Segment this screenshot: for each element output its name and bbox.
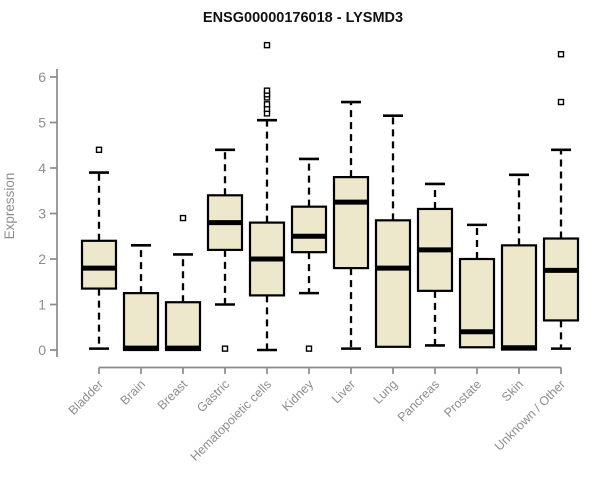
box-skin: [500, 244, 538, 351]
box-bladder: [80, 239, 118, 290]
x-tick-label-lung: Lung: [371, 377, 401, 407]
outlier-kidney-0: [305, 345, 313, 352]
outlier-unknown-other-1: [557, 51, 565, 58]
y-axis-title: Expression: [2, 173, 17, 240]
x-tick-label-unknown-other: Unknown / Other: [492, 377, 568, 453]
y-tick-label-6: 6: [38, 69, 46, 85]
x-tick-label-brain: Brain: [118, 377, 149, 408]
box-brain: [122, 292, 160, 352]
y-tick-label-0: 0: [38, 342, 46, 358]
outlier-bladder-0: [95, 146, 103, 154]
y-tick-label-5: 5: [38, 115, 46, 131]
y-tick-label-3: 3: [38, 206, 46, 222]
y-tick-label-4: 4: [38, 160, 46, 176]
outlier-breast-0: [179, 214, 187, 222]
x-tick-label-skin: Skin: [499, 377, 526, 404]
x-tick-label-breast: Breast: [155, 377, 191, 413]
box-kidney: [290, 205, 328, 254]
outlier-gastric-0: [221, 345, 229, 352]
y-tick-label-1: 1: [38, 297, 46, 313]
x-tick-label-liver: Liver: [329, 377, 358, 406]
box-lung: [374, 219, 412, 348]
y-tick-label-2: 2: [38, 251, 46, 267]
chart-title: ENSG00000176018 - LYSMD3: [203, 10, 403, 26]
box-liver: [332, 176, 370, 270]
outlier-hematopoietic-cells-6: [263, 41, 271, 49]
x-tick-label-pancreas: Pancreas: [395, 377, 442, 424]
outlier-unknown-other-0: [557, 98, 565, 106]
x-tick-label-bladder: Bladder: [66, 377, 106, 417]
box-breast: [164, 301, 202, 352]
x-tick-label-hematopoietic-cells: Hematopoietic cells: [188, 377, 275, 464]
outlier-hematopoietic-cells-5: [263, 87, 271, 94]
box-unknown-other: [542, 237, 580, 322]
x-tick-label-prostate: Prostate: [441, 377, 484, 420]
outlier-hematopoietic-cells-2: [263, 101, 271, 108]
x-tick-label-kidney: Kidney: [279, 377, 316, 414]
x-tick-label-gastric: Gastric: [194, 377, 232, 415]
